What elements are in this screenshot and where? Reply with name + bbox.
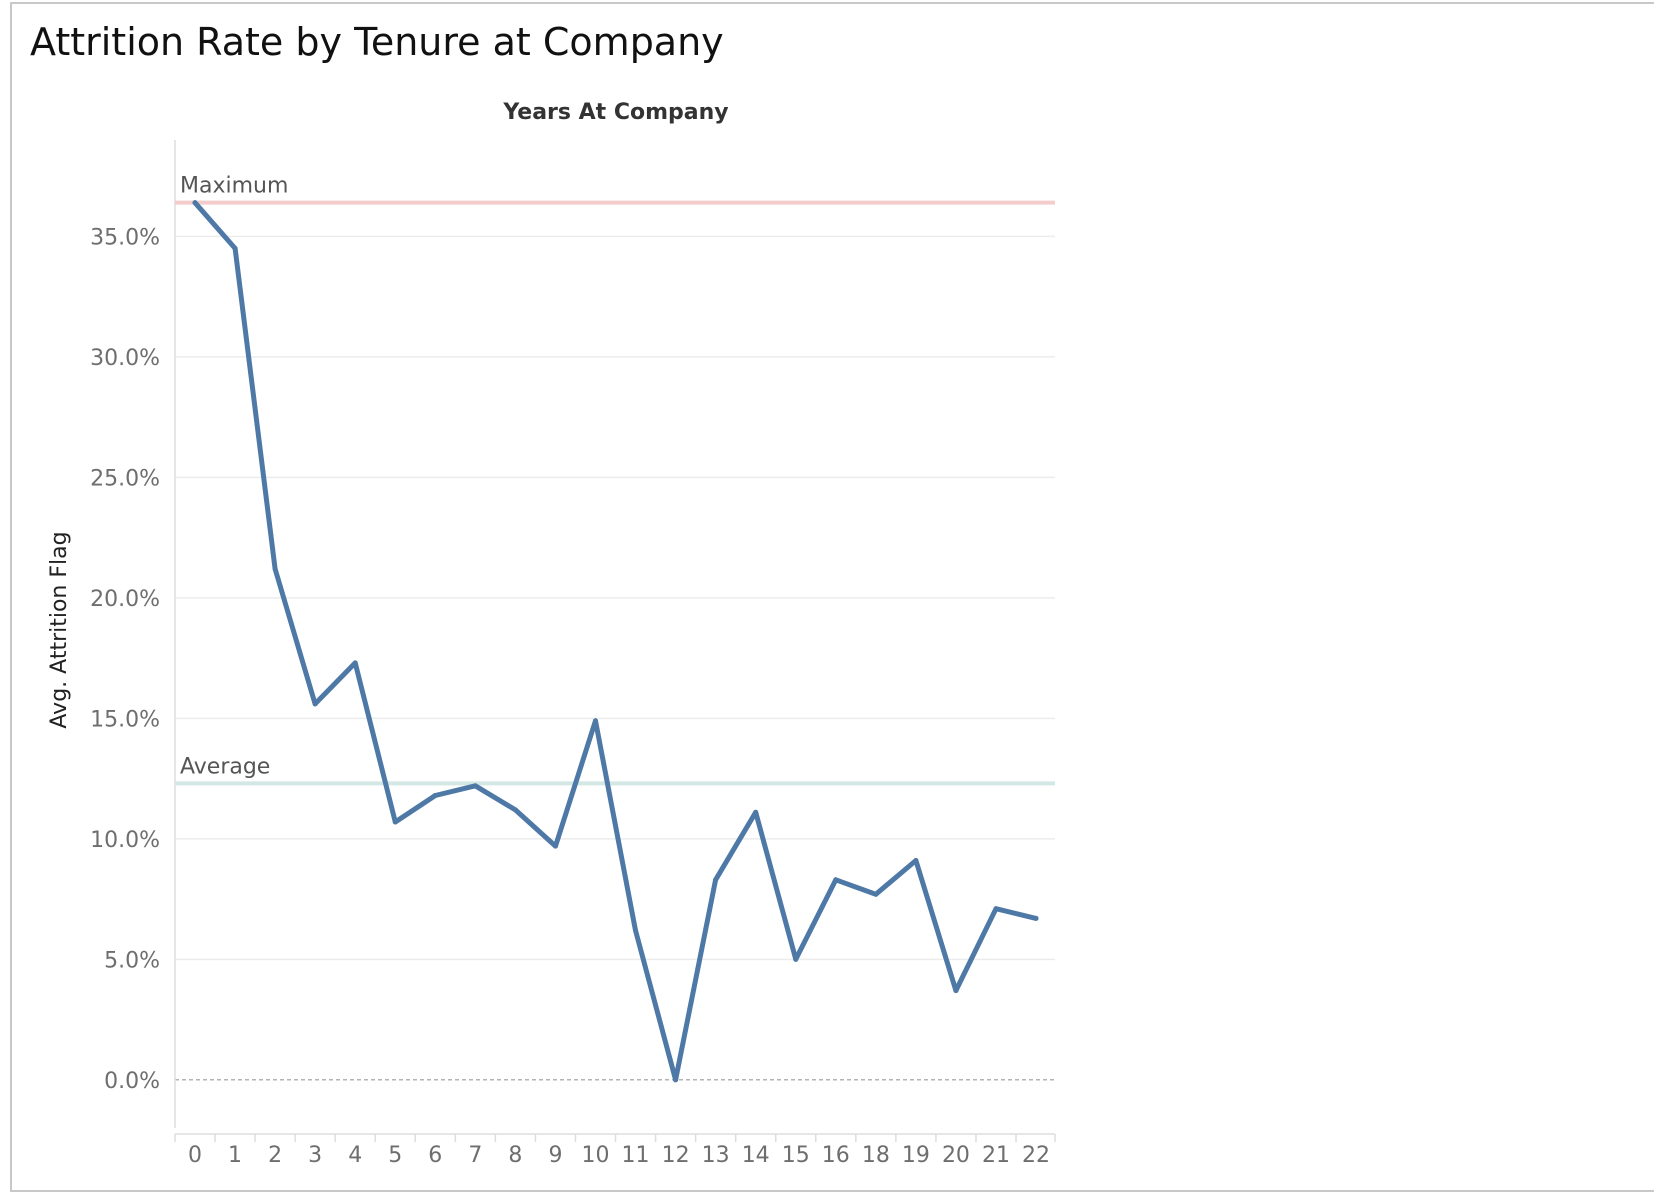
x-tick-label: 9 xyxy=(548,1143,562,1168)
series-layer xyxy=(192,200,1039,1083)
x-tick-label: 18 xyxy=(862,1143,890,1168)
y-tick-labels: 0.0% 5.0% 10.0% 15.0% 20.0% 25.0% 30.0% 35.0% xyxy=(90,225,160,1093)
series-line xyxy=(192,200,1039,1083)
data-point xyxy=(993,906,999,912)
data-point xyxy=(593,718,598,724)
data-point xyxy=(753,809,759,815)
y-tick-label: 20.0% xyxy=(90,587,160,612)
y-tick-label: 5.0% xyxy=(104,948,160,973)
data-point xyxy=(873,891,879,897)
data-point xyxy=(512,807,518,813)
data-point xyxy=(673,1077,679,1083)
x-tick-label: 15 xyxy=(782,1143,810,1168)
y-axis-title: Avg. Attrition Flag xyxy=(47,531,72,728)
data-point xyxy=(833,877,839,883)
y-tick-label: 30.0% xyxy=(90,346,160,371)
data-point xyxy=(913,858,919,864)
data-point xyxy=(192,200,198,206)
x-tick-label: 10 xyxy=(582,1143,610,1168)
x-tick-label: 13 xyxy=(702,1143,730,1168)
x-tick-label: 21 xyxy=(982,1143,1010,1168)
data-point xyxy=(232,245,238,251)
x-tick-label: 7 xyxy=(468,1143,482,1168)
data-point xyxy=(633,927,639,933)
x-tick-label: 1 xyxy=(228,1143,242,1168)
x-tick-label: 6 xyxy=(428,1143,442,1168)
x-tick-label: 0 xyxy=(188,1143,202,1168)
x-tick-labels: 0 1 2 3 4 5 6 7 8 9 10 11 12 13 14 15 16 18 19 20 21 22 xyxy=(188,1143,1050,1168)
x-tick-label: 4 xyxy=(348,1143,362,1168)
x-tick-label: 14 xyxy=(742,1143,770,1168)
x-tick-label: 2 xyxy=(268,1143,282,1168)
page-title: Attrition Rate by Tenure at Company xyxy=(30,20,724,64)
data-point xyxy=(953,988,959,994)
data-point xyxy=(552,843,558,849)
y-tick-label: 25.0% xyxy=(90,466,160,491)
data-point xyxy=(472,783,478,789)
x-tick-label: 16 xyxy=(822,1143,850,1168)
maximum-reference-label: Maximum xyxy=(180,174,288,199)
x-tick-label: 3 xyxy=(308,1143,322,1168)
x-tick-label: 19 xyxy=(902,1143,930,1168)
x-tick-label: 11 xyxy=(622,1143,650,1168)
data-point xyxy=(392,819,398,825)
y-tick-label: 35.0% xyxy=(90,225,160,250)
data-point xyxy=(793,956,799,962)
data-point xyxy=(352,660,358,666)
x-tick-label: 8 xyxy=(508,1143,522,1168)
y-tick-label: 15.0% xyxy=(90,707,160,732)
x-tick-label: 22 xyxy=(1022,1143,1050,1168)
data-point xyxy=(272,566,278,572)
x-tick-label: 20 xyxy=(942,1143,970,1168)
y-tick-label: 10.0% xyxy=(90,828,160,853)
axes xyxy=(174,140,1056,1142)
data-point xyxy=(713,877,719,883)
x-axis-title: Years At Company xyxy=(503,100,729,125)
x-tick-label: 12 xyxy=(662,1143,690,1168)
data-point xyxy=(1033,915,1039,921)
reference-lines: Maximum Average xyxy=(175,174,1055,786)
gridlines xyxy=(175,235,1055,1081)
data-point xyxy=(312,701,318,707)
average-reference-label: Average xyxy=(180,754,270,779)
y-tick-label: 0.0% xyxy=(104,1069,160,1094)
x-tick-label: 5 xyxy=(388,1143,402,1168)
data-point xyxy=(432,792,438,798)
